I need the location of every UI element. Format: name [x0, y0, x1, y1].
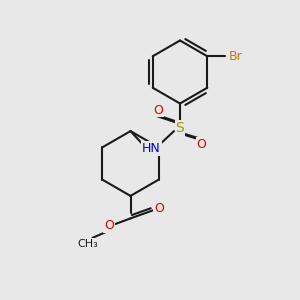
Text: HN: HN: [142, 142, 161, 155]
Text: O: O: [154, 202, 164, 215]
Text: CH₃: CH₃: [77, 239, 98, 249]
Text: Br: Br: [228, 50, 242, 63]
Text: O: O: [197, 138, 206, 151]
Text: O: O: [154, 103, 163, 117]
Text: S: S: [176, 121, 184, 135]
Text: O: O: [104, 219, 114, 232]
